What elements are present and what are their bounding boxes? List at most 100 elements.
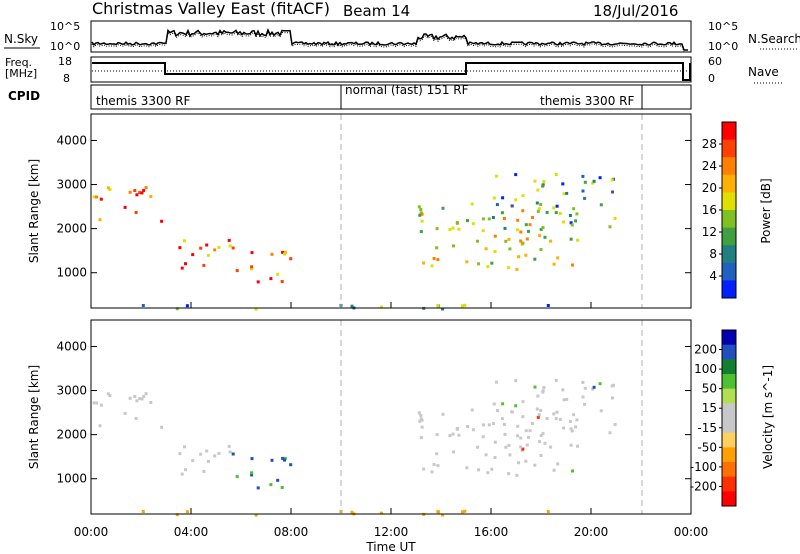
power-cell bbox=[539, 227, 543, 231]
x-tick-label: 00:00 bbox=[74, 525, 109, 539]
velocity-cell bbox=[495, 409, 499, 413]
power-cell bbox=[541, 226, 545, 230]
velocity-cell bbox=[572, 413, 576, 417]
velocity-cell bbox=[583, 386, 587, 390]
power-cell bbox=[516, 218, 520, 222]
power-cell bbox=[486, 265, 490, 269]
velocity-cell bbox=[541, 390, 545, 394]
velocity-cell bbox=[160, 425, 164, 429]
velocity-cell bbox=[149, 401, 153, 404]
beam-title: Beam 14 bbox=[343, 2, 410, 20]
velocity-cell bbox=[535, 407, 539, 411]
power-cell bbox=[531, 216, 534, 219]
velocity-cell bbox=[527, 435, 530, 439]
power-cell bbox=[135, 193, 139, 197]
nsky-panel bbox=[90, 20, 692, 53]
velocity-cell bbox=[555, 410, 559, 414]
y-tick-label: 3000 bbox=[56, 384, 87, 398]
power-cell bbox=[536, 209, 540, 213]
velocity-cell bbox=[202, 469, 206, 473]
power-cell bbox=[583, 180, 587, 184]
velocity-cell bbox=[142, 394, 146, 398]
velocity-cell bbox=[276, 478, 280, 482]
colorbar-swatch bbox=[722, 122, 736, 141]
power-cell bbox=[481, 229, 485, 233]
power-cell bbox=[569, 237, 573, 241]
velocity-cell bbox=[569, 443, 573, 447]
velocity-cell bbox=[477, 468, 481, 472]
velocity-cell bbox=[128, 396, 132, 400]
velocity-cell bbox=[539, 433, 543, 437]
power-cell bbox=[524, 253, 528, 257]
power-cell bbox=[536, 188, 540, 192]
colorbar-swatch bbox=[722, 139, 736, 158]
velocity-cell bbox=[545, 417, 549, 420]
nsearch-tick-bottom: 10^0 bbox=[708, 40, 738, 53]
power-cell bbox=[106, 186, 110, 190]
velocity-cell bbox=[123, 411, 127, 415]
velocity-cell bbox=[543, 441, 547, 445]
power-cell bbox=[521, 241, 525, 245]
velocity-cell bbox=[280, 486, 284, 489]
power-cell bbox=[379, 305, 383, 309]
velocity-cell bbox=[106, 392, 110, 396]
power-cell bbox=[185, 304, 189, 308]
power-cell bbox=[581, 189, 585, 193]
power-cell bbox=[537, 207, 541, 211]
power-cell bbox=[283, 250, 287, 254]
velocity-cell bbox=[134, 417, 138, 420]
velocity-cell bbox=[570, 429, 574, 433]
power-cell bbox=[231, 246, 235, 250]
power-cell bbox=[552, 262, 556, 266]
power-cell bbox=[144, 186, 148, 190]
colorbar-swatch bbox=[722, 344, 736, 360]
power-cell bbox=[521, 194, 525, 198]
colorbar-tick-label: 12 bbox=[702, 225, 717, 239]
x-tick-label: 20:00 bbox=[574, 525, 609, 539]
velocity-cell bbox=[561, 388, 565, 392]
colorbar-swatch bbox=[722, 432, 736, 448]
velocity-cell bbox=[549, 445, 553, 449]
velocity-cell bbox=[422, 467, 426, 471]
power-cell bbox=[491, 216, 495, 219]
power-cell bbox=[420, 212, 424, 216]
velocity-cell bbox=[250, 471, 254, 475]
y-tick-label: 3000 bbox=[56, 178, 87, 192]
colorbar-tick-label: 16 bbox=[702, 203, 717, 217]
power-cell bbox=[452, 244, 455, 248]
velocity-cell bbox=[135, 399, 139, 403]
power-cell bbox=[541, 184, 545, 188]
xlabel: Time UT bbox=[365, 540, 416, 554]
power-cell bbox=[419, 208, 423, 211]
velocity-cell bbox=[463, 509, 467, 513]
power-cell bbox=[510, 204, 514, 208]
power-cell bbox=[441, 206, 445, 210]
power-cell bbox=[558, 211, 562, 215]
colorbar-tick-label: 28 bbox=[702, 137, 717, 151]
power-cell bbox=[419, 230, 423, 234]
colorbar-swatch bbox=[722, 418, 736, 434]
power-cell bbox=[283, 252, 286, 256]
velocity-cell bbox=[108, 394, 112, 398]
velocity-cell bbox=[576, 444, 580, 448]
power-cell bbox=[508, 247, 512, 251]
velocity-cell bbox=[141, 510, 145, 513]
velocity-cell bbox=[140, 397, 144, 401]
power-cell bbox=[583, 196, 587, 200]
colorbar-tick-label: 24 bbox=[702, 159, 717, 173]
velocity-cell bbox=[180, 472, 184, 476]
power-cell bbox=[269, 277, 273, 281]
power-cell bbox=[461, 304, 464, 308]
velocity-cell bbox=[574, 425, 578, 429]
power-cell bbox=[516, 228, 520, 232]
nsearch-trace bbox=[91, 30, 688, 53]
velocity-cell bbox=[418, 419, 422, 423]
velocity-cell bbox=[533, 463, 537, 467]
power-scatter-cells bbox=[92, 173, 617, 311]
freq-trace bbox=[92, 62, 691, 81]
velocity-cell bbox=[565, 397, 569, 401]
power-cell bbox=[545, 211, 549, 214]
power-cell bbox=[142, 188, 146, 192]
power-cell bbox=[581, 174, 585, 178]
colorbar-swatch bbox=[722, 280, 736, 299]
